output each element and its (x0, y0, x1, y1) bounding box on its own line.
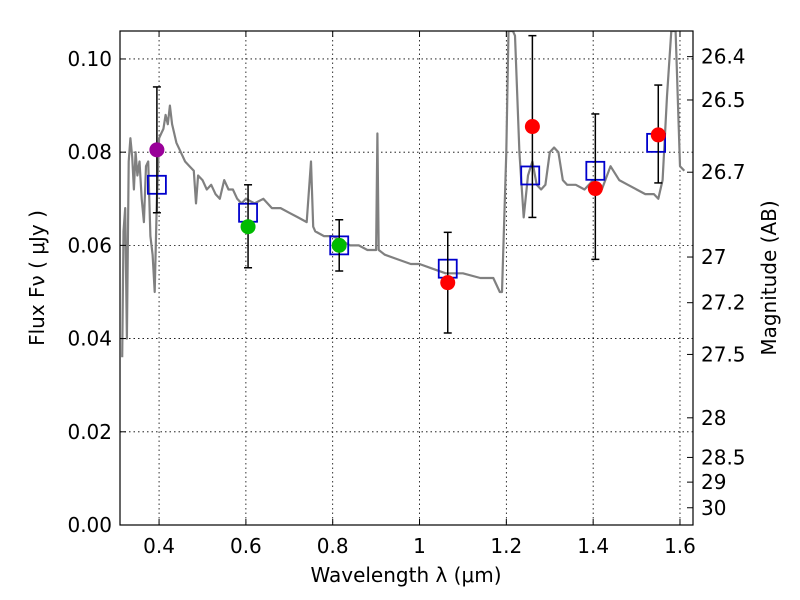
x-tick-label: 1.6 (664, 534, 696, 558)
x-tick-label: 0.4 (143, 534, 175, 558)
right-tick-label: 26.4 (701, 45, 746, 69)
axis-ticks: 0.4 0.6 0.8 1 1.2 1.4 1.6 0.00 0.02 0.04 0.06 0.08 0… (67, 31, 746, 558)
y-axis-label: Flux Fν ( μJy ) (25, 210, 49, 346)
flux-point (587, 181, 603, 197)
data-series (121, 31, 686, 358)
model-square-marker (520, 165, 541, 186)
right-tick-label: 27.5 (701, 342, 746, 366)
flux-point (440, 275, 456, 291)
right-tick-label: 27 (701, 245, 726, 269)
x-tick-label: 0.8 (317, 534, 349, 558)
right-tick-label: 29 (701, 470, 726, 494)
right-tick-label: 26.5 (701, 88, 746, 112)
y-tick-label: 0.04 (67, 327, 112, 351)
flux-point (524, 119, 540, 135)
right-tick-label: 28 (701, 406, 726, 430)
flux-point (650, 127, 666, 143)
x-tick-label: 0.6 (230, 534, 262, 558)
y-tick-label: 0.06 (67, 233, 112, 257)
right-tick-label: 27.2 (701, 291, 746, 315)
y-tick-label: 0.00 (67, 513, 112, 537)
y-tick-label: 0.08 (67, 140, 112, 164)
right-tick-label: 28.5 (701, 445, 746, 469)
x-axis-label: Wavelength λ (μm) (310, 563, 501, 587)
x-tick-label: 1 (413, 534, 426, 558)
spectrum-line (121, 31, 686, 358)
x-tick-label: 1.4 (577, 534, 609, 558)
right-tick-label: 30 (701, 496, 726, 520)
flux-point (149, 142, 165, 158)
right-axis-label: Magnitude (AB) (757, 200, 781, 355)
grid-lines (120, 31, 693, 526)
flux-point (331, 237, 347, 253)
right-tick-label: 26.7 (701, 160, 746, 184)
x-tick-label: 1.2 (490, 534, 522, 558)
y-tick-label: 0.02 (67, 420, 112, 444)
y-tick-label: 0.10 (67, 47, 112, 71)
flux-point (240, 219, 256, 235)
plot-frame (119, 30, 694, 526)
